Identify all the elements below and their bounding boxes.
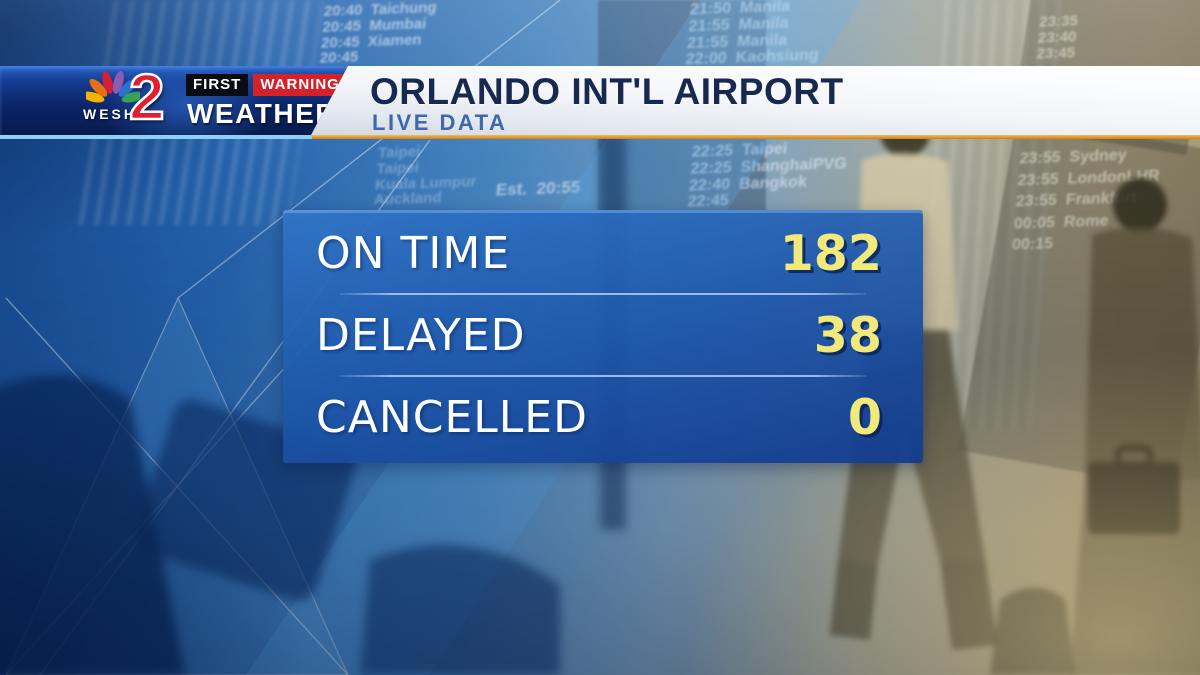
row-divider	[340, 375, 866, 377]
stat-row-cancelled: CANCELLED 0	[283, 377, 923, 457]
page-title: ORLANDO INT'L AIRPORT	[370, 71, 844, 112]
delayed-value: 38	[813, 306, 882, 364]
cancelled-value: 0	[847, 388, 882, 446]
gold-underline	[310, 135, 1200, 139]
header-banner: ORLANDO INT'L AIRPORT LIVE DATA WESH 2 F…	[0, 66, 1200, 139]
station-call-letters: WESH	[83, 106, 137, 122]
flight-stats-panel: ON TIME 182 DELAYED 38 CANCELLED 0	[283, 210, 923, 463]
nbc-peacock-icon	[86, 71, 140, 103]
light-blue-underline	[0, 135, 312, 139]
stat-row-delayed: DELAYED 38	[283, 295, 923, 375]
channel-number: 2	[128, 61, 166, 134]
wesh2-first-warning-weather-logo: WESH 2 FIRST WARNING » WEATHER	[0, 66, 348, 135]
stat-row-on-time: ON TIME 182	[283, 213, 923, 293]
warning-badge: WARNING	[253, 74, 347, 96]
on-time-label: ON TIME	[316, 227, 511, 279]
on-time-value: 182	[779, 224, 882, 282]
delayed-label: DELAYED	[316, 309, 526, 361]
first-badge: FIRST	[186, 74, 249, 96]
page-subtitle: LIVE DATA	[372, 110, 508, 135]
cancelled-label: CANCELLED	[316, 391, 588, 443]
first-warning-row: FIRST WARNING »	[186, 74, 348, 96]
weather-wordmark: WEATHER	[187, 98, 337, 129]
row-divider	[340, 293, 866, 295]
